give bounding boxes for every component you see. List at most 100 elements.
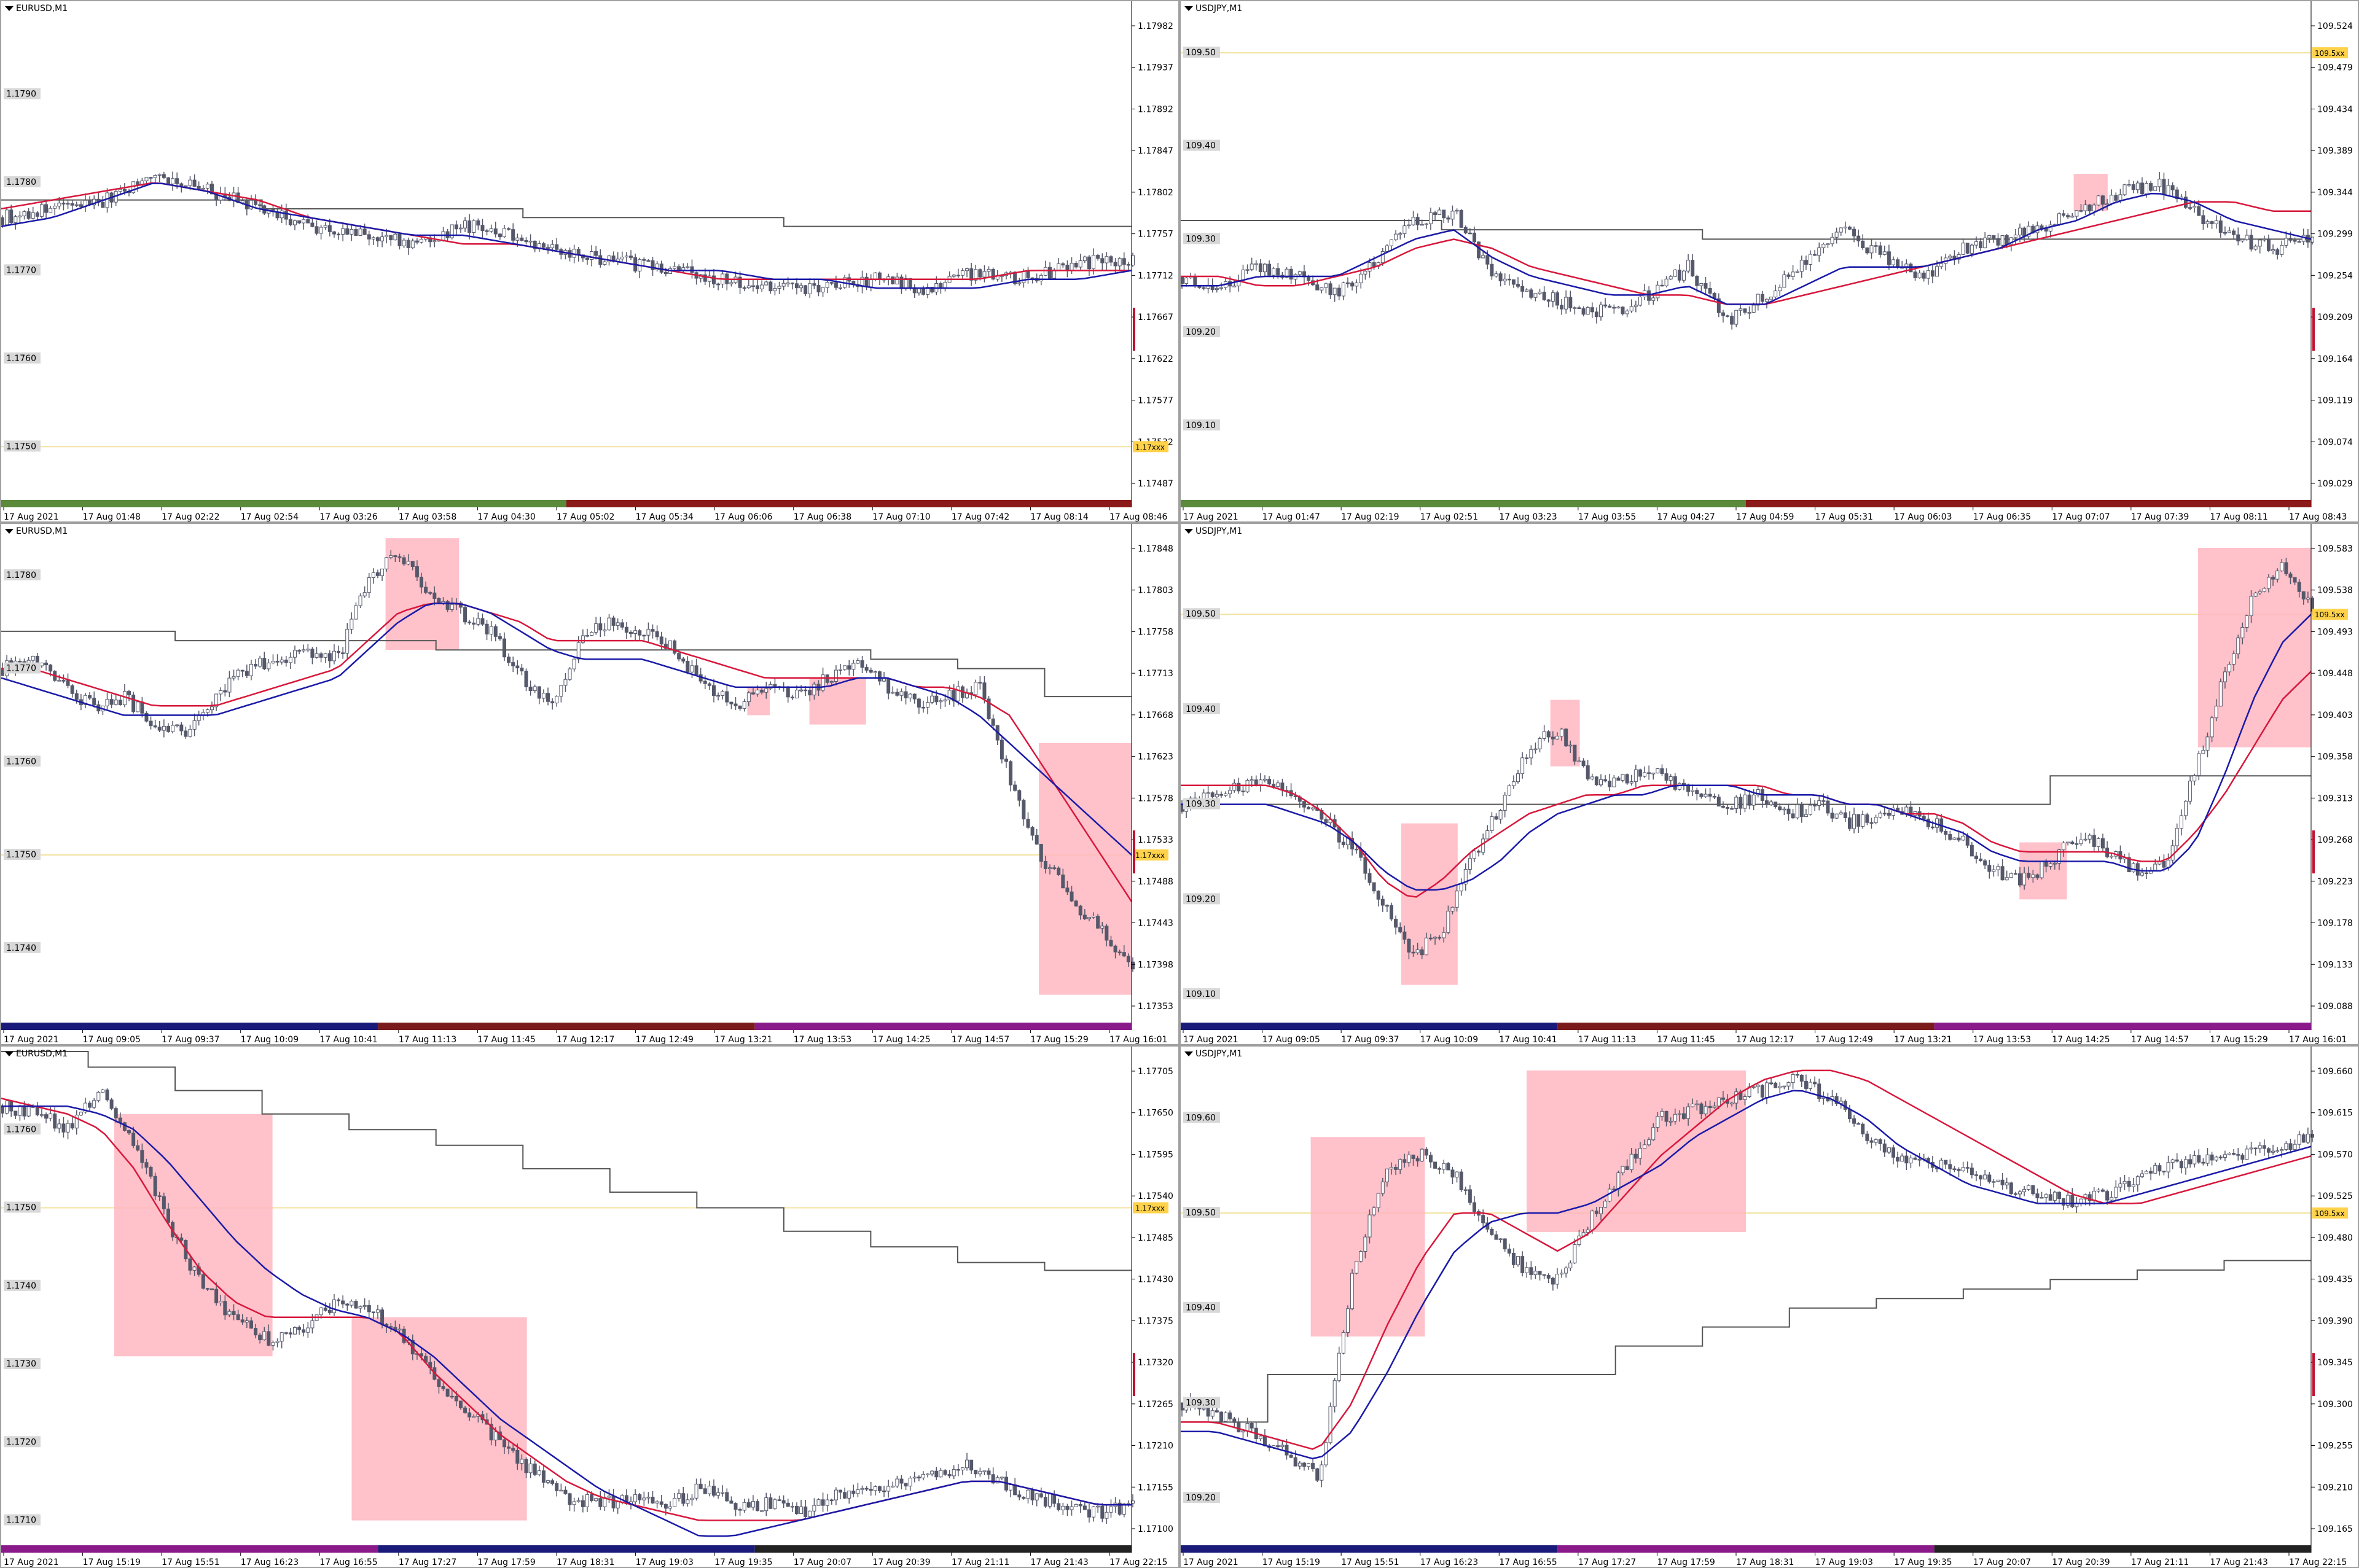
candle-body [2075, 210, 2079, 217]
candle-body [39, 1114, 44, 1116]
candle-body [982, 1470, 987, 1472]
candle-body [629, 632, 633, 634]
chart-title[interactable]: USDJPY,M1 [1184, 1049, 1242, 1059]
dropdown-triangle-icon[interactable] [1184, 6, 1193, 11]
candle-body [1341, 841, 1345, 845]
candle-body [839, 287, 843, 289]
candle-body [524, 1459, 528, 1473]
candlestick-chart[interactable]: 1.178481.178031.177581.177131.176681.176… [1, 524, 1180, 1045]
candle-body [1965, 243, 1970, 254]
candlestick-chart[interactable]: 109.583109.538109.493109.448109.403109.3… [1181, 524, 2359, 1045]
candle-body [843, 1492, 847, 1499]
trend-step-line [1181, 775, 2311, 805]
candle-body [507, 657, 511, 663]
chart-panel-usdjpy-m1[interactable]: USDJPY,M1 109.660 109.615 109.570 109.525 109… [1180, 1045, 2359, 1568]
candle-body [1477, 851, 1481, 853]
candle-body [302, 1329, 306, 1333]
candlestick-chart[interactable]: 1.179821.179371.178921.178471.178021.177… [1, 1, 1180, 523]
candle-body [1533, 293, 1538, 298]
candle-body [2027, 872, 2031, 878]
chart-title[interactable]: USDJPY,M1 [1184, 4, 1242, 14]
candle-body [974, 682, 978, 695]
candle-body [1647, 290, 1651, 301]
candlestick-chart[interactable]: 1.177051.176501.175951.175401.174851.174… [1, 1047, 1180, 1568]
candlestick-chart[interactable]: 109.524109.479109.434109.389109.344109.2… [1181, 1, 2359, 523]
candle-body [327, 225, 332, 232]
candle-body [214, 693, 219, 708]
dropdown-triangle-icon[interactable] [5, 1051, 14, 1056]
right-axis-tick-label: 109.570 [2317, 1150, 2353, 1160]
candle-body [1109, 256, 1113, 263]
candle-body [1363, 1236, 1367, 1252]
candle-body [1730, 316, 1734, 325]
candle-body [1739, 308, 1743, 311]
candle-body [2297, 241, 2301, 243]
right-axis-tick-label: 1.17100 [1138, 1524, 1173, 1534]
time-axis-label: 17 Aug 14:57 [952, 1035, 1009, 1045]
left-level-label-bg [1183, 1207, 1220, 1218]
left-level-label-bg [4, 1279, 41, 1291]
candle-body [638, 630, 642, 636]
candle-body [1096, 916, 1100, 929]
dropdown-triangle-icon[interactable] [5, 529, 14, 534]
candle-body [2275, 1150, 2280, 1152]
candle-body [450, 604, 454, 610]
candle-body [83, 695, 87, 705]
chart-panel-usdjpy-m1[interactable]: USDJPY,M1 109.583 109.538 109.493 109.448 109… [1180, 523, 2359, 1045]
candle-body [49, 665, 53, 672]
candle-body [157, 727, 162, 731]
candle-body [1603, 304, 1608, 306]
time-axis-label: 17 Aug 06:38 [794, 512, 851, 522]
candle-body [1481, 255, 1485, 259]
chart-panel-eurusd-m1[interactable]: EURUSD,M1 1.17705 1.17650 1.17595 1.17540 1.1… [0, 1045, 1180, 1568]
candle-body [729, 1500, 734, 1504]
candle-body [2087, 1194, 2092, 1201]
candle-body [302, 649, 306, 652]
candle-body [2288, 1143, 2293, 1150]
candle-body [1686, 1106, 1691, 1119]
dropdown-triangle-icon[interactable] [1184, 1051, 1193, 1056]
candle-body [1721, 806, 1725, 808]
right-axis-tick-label: 109.178 [2317, 919, 2353, 929]
session-segment [1181, 1545, 1558, 1553]
candle-body [794, 690, 799, 699]
chart-panel-eurusd-m1[interactable]: EURUSD,M1 1.17848 1.17803 1.17758 1.17713 1.1… [0, 523, 1180, 1045]
candle-body [463, 1407, 467, 1413]
candle-body [1297, 271, 1302, 275]
right-axis-tick-label: 109.254 [2317, 271, 2353, 281]
chart-title[interactable]: EURUSD,M1 [5, 1049, 68, 1059]
candle-body [663, 1504, 668, 1509]
dropdown-triangle-icon[interactable] [5, 6, 14, 11]
candle-body [2223, 1154, 2227, 1158]
candle-body [57, 680, 61, 682]
candle-body [375, 572, 380, 576]
candle-body [205, 1288, 209, 1290]
candle-body [808, 283, 812, 295]
candle-body [1721, 312, 1725, 316]
chart-panel-eurusd-m1[interactable]: EURUSD,M1 1.17982 1.17937 1.17892 1.17847 1.1… [0, 0, 1180, 523]
time-axis-label: 17 Aug 17:59 [477, 1558, 535, 1567]
right-axis-tick-label: 109.223 [2317, 877, 2353, 887]
candle-body [262, 658, 267, 669]
chart-title[interactable]: EURUSD,M1 [5, 4, 68, 14]
chart-title[interactable]: EURUSD,M1 [5, 526, 68, 536]
candle-body [2127, 857, 2131, 873]
candle-body [834, 282, 838, 288]
left-level-label-bg [4, 1358, 41, 1370]
candle-body [738, 705, 742, 709]
chart-title[interactable]: USDJPY,M1 [1184, 526, 1242, 536]
candle-body [493, 228, 498, 235]
candle-body [1751, 1086, 1756, 1088]
candle-body [921, 706, 925, 709]
candle-body [1896, 1156, 1900, 1162]
chart-panel-usdjpy-m1[interactable]: USDJPY,M1 109.524 109.479 109.434 109.389 109… [1180, 0, 2359, 523]
candle-body [2293, 1144, 2297, 1150]
dropdown-triangle-icon[interactable] [1184, 529, 1193, 534]
candle-body [882, 1490, 886, 1492]
candle-body [1092, 255, 1096, 270]
candle-body [288, 219, 292, 225]
candle-body [49, 208, 53, 213]
candle-body [930, 1470, 934, 1475]
candlestick-chart[interactable]: 109.660109.615109.570109.525109.480109.4… [1181, 1047, 2359, 1568]
candle-body [1809, 805, 1813, 815]
